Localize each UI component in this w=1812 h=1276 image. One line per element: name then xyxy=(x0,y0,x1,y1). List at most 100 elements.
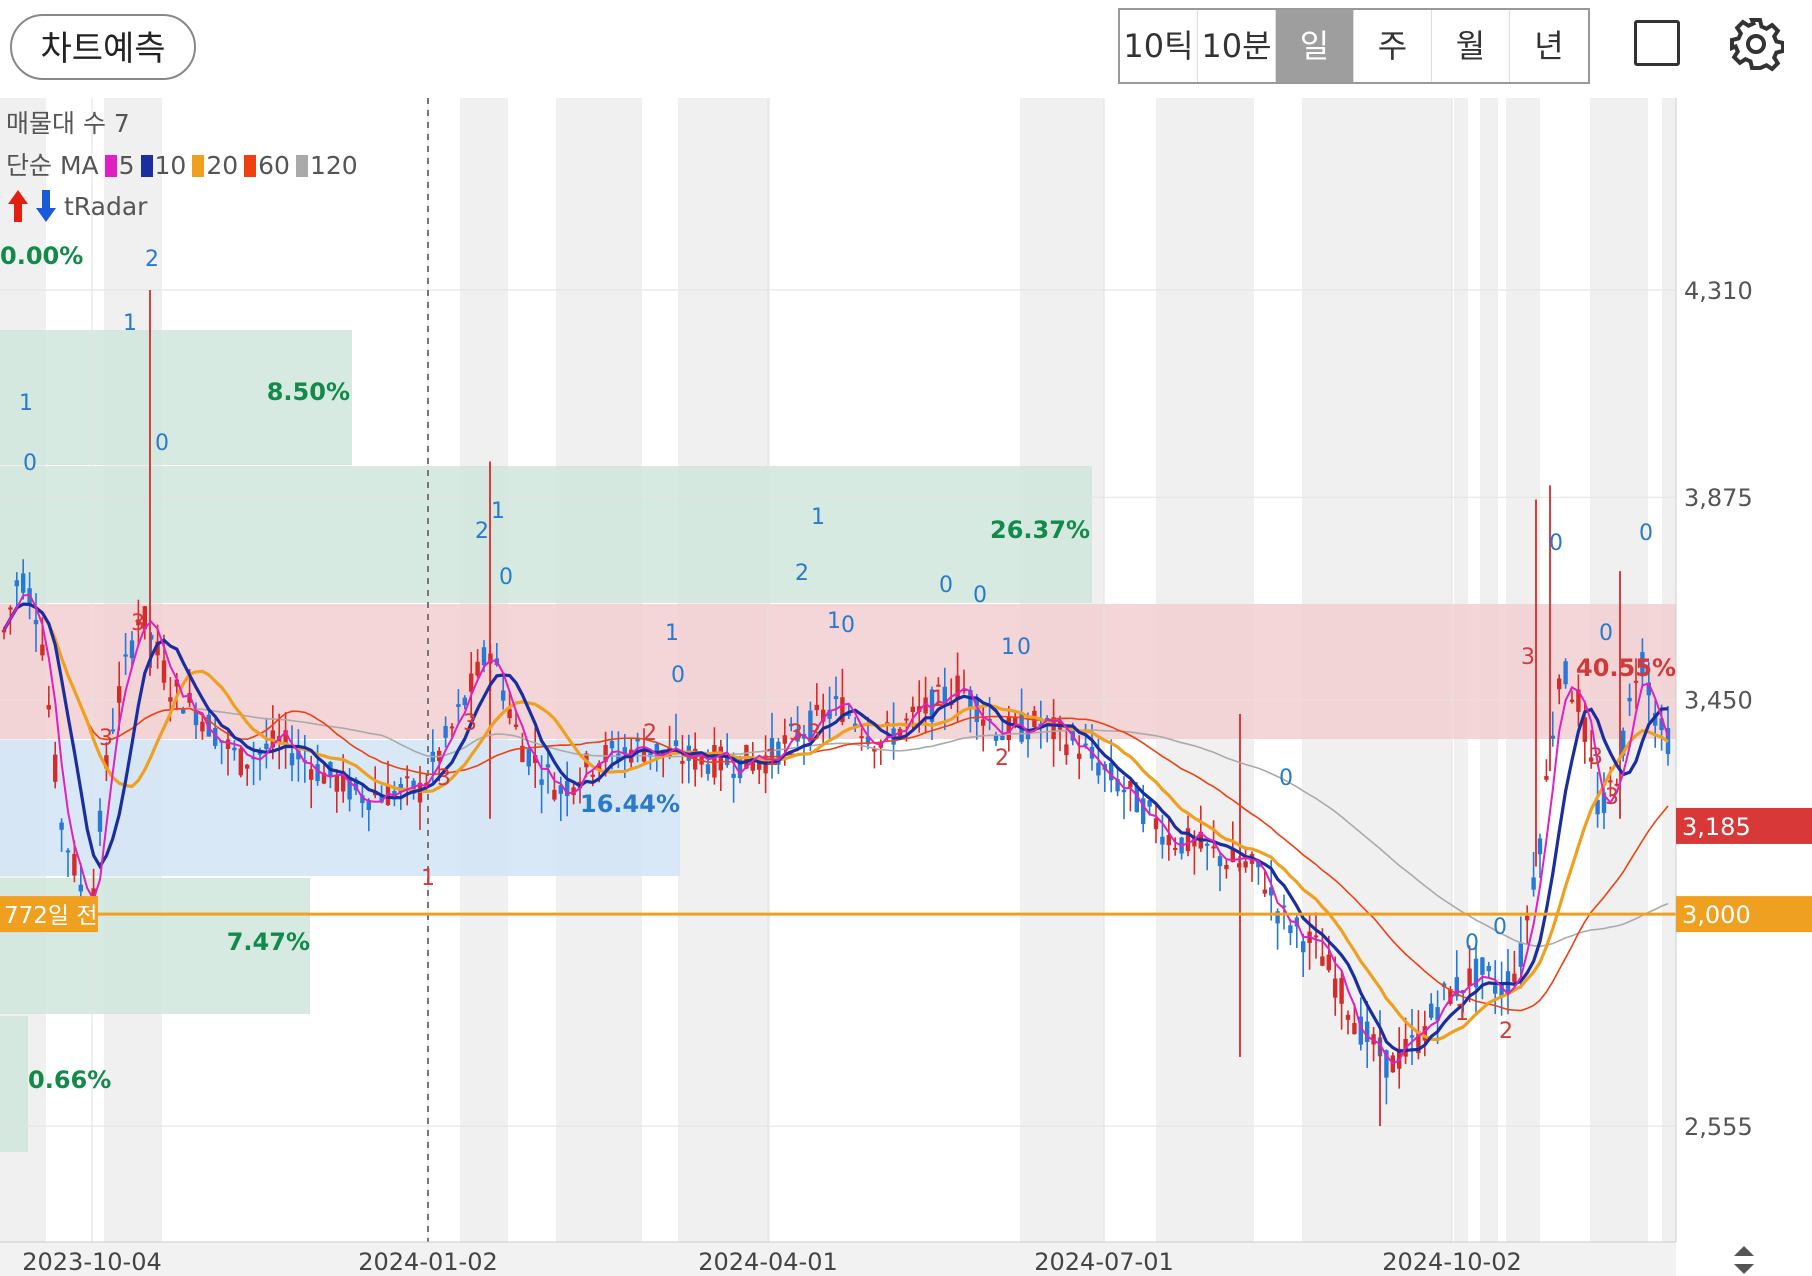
period-day-button[interactable]: 일 xyxy=(1276,10,1354,82)
candle-body xyxy=(590,774,595,777)
candle-body xyxy=(814,704,819,711)
candle-body xyxy=(1166,835,1171,846)
candle-body xyxy=(840,697,845,722)
candle-body xyxy=(65,850,71,853)
candle-body xyxy=(1262,889,1267,894)
volume-zone-pct: 16.44% xyxy=(580,790,680,818)
candle-body xyxy=(635,738,640,742)
candle-body xyxy=(833,696,839,700)
tradar-signal: 0 xyxy=(671,663,685,688)
candle-body xyxy=(232,747,237,751)
candle-body xyxy=(481,647,487,666)
tradar-signal: 3 xyxy=(1605,785,1619,810)
candle-body xyxy=(1141,798,1146,824)
candle-body xyxy=(1601,792,1607,814)
volume-zone-pct: 26.37% xyxy=(990,516,1090,544)
candle-body xyxy=(1422,1026,1427,1041)
tradar-signal: 3 xyxy=(437,766,451,791)
volume-zone-pct: 7.47% xyxy=(227,928,310,956)
candle-body xyxy=(1640,652,1645,675)
candle-body xyxy=(200,721,205,732)
tradar-signal: 0 xyxy=(23,451,37,476)
candle-body xyxy=(923,697,928,714)
period-10min-button[interactable]: 10분 xyxy=(1198,10,1276,82)
candle-body xyxy=(14,580,19,587)
tradar-signal: 3 xyxy=(807,721,821,746)
candle-body xyxy=(1493,985,1498,994)
candle-body xyxy=(283,730,288,746)
candle-body xyxy=(1467,968,1472,987)
ma60-label: 60 xyxy=(258,151,290,180)
candle-body xyxy=(462,697,467,706)
tradar-signal: 1 xyxy=(19,391,33,416)
candle-body xyxy=(1217,856,1223,867)
candle-body xyxy=(859,736,864,739)
candle-body xyxy=(865,736,871,745)
candle-body xyxy=(1115,779,1120,792)
candle-body xyxy=(123,654,128,657)
candle-body xyxy=(97,810,103,832)
candle-body xyxy=(309,769,314,780)
ma20-line xyxy=(2,602,1669,1042)
candle-body xyxy=(8,607,13,610)
candle-body xyxy=(1435,1007,1440,1021)
period-week-button[interactable]: 주 xyxy=(1354,10,1432,82)
candle-body xyxy=(571,787,576,796)
candle-body xyxy=(1313,935,1319,938)
price-axis xyxy=(1676,98,1812,1242)
date-tick-label: 2024-04-01 xyxy=(698,1248,837,1276)
candle-body xyxy=(181,709,186,714)
date-tick-label: 2023-10-04 xyxy=(22,1248,161,1276)
candle-body xyxy=(1,630,7,633)
candle-body xyxy=(526,749,531,767)
current-price-badge xyxy=(1676,807,1812,844)
candle-body xyxy=(545,764,551,768)
candle-body xyxy=(110,729,115,732)
candle-body xyxy=(609,740,615,749)
candle-body xyxy=(385,785,391,806)
candle-body xyxy=(558,785,563,794)
volume-profile-legend: 매물대 수 7 xyxy=(6,109,130,138)
candle-body xyxy=(680,760,685,764)
candle-body xyxy=(1013,716,1018,725)
tradar-signal: 2 xyxy=(475,519,489,544)
candle-body xyxy=(136,619,141,626)
tradar-signal: 0 xyxy=(1017,635,1031,660)
candle-body xyxy=(1134,785,1139,813)
period-10tick-button[interactable]: 10틱 xyxy=(1120,10,1198,82)
candle-body xyxy=(424,782,429,786)
candle-body xyxy=(1518,943,1523,967)
volume-zone xyxy=(0,1016,28,1152)
volume-zone-pct: 0.66% xyxy=(28,1066,111,1094)
candle-body xyxy=(1358,1016,1363,1045)
reference-days-badge xyxy=(0,896,98,933)
candle-body xyxy=(827,709,832,719)
chart-predict-button[interactable]: 차트예측 xyxy=(10,14,196,80)
period-month-button[interactable]: 월 xyxy=(1432,10,1510,82)
volume-zone-pct: 40.55% xyxy=(1576,654,1676,682)
candle-body xyxy=(443,726,448,738)
fullscreen-icon[interactable] xyxy=(1634,20,1680,66)
candle-body xyxy=(501,690,506,701)
candle-body xyxy=(149,634,154,640)
period-year-button[interactable]: 년 xyxy=(1534,27,1564,65)
candle-body xyxy=(1512,973,1517,982)
candle-body xyxy=(1576,689,1581,712)
gear-icon[interactable] xyxy=(1728,16,1784,72)
price-tick-label: 4,310 xyxy=(1684,277,1753,305)
tradar-signal: 0 xyxy=(841,613,855,638)
volume-zone-pct: 0.00% xyxy=(0,242,83,270)
tradar-signal: 3 xyxy=(463,711,477,736)
candle-body xyxy=(1486,965,1491,972)
ma120-label: 120 xyxy=(309,151,358,180)
candle-body xyxy=(1121,789,1127,793)
candle-body xyxy=(731,773,736,778)
scroll-handle-icon[interactable] xyxy=(1734,1246,1754,1274)
candle-body xyxy=(449,726,455,729)
candle-body xyxy=(904,718,909,721)
candle-body xyxy=(1320,956,1325,966)
candle-body xyxy=(981,719,986,726)
candle-body xyxy=(1000,735,1005,741)
candle-body xyxy=(942,686,947,704)
